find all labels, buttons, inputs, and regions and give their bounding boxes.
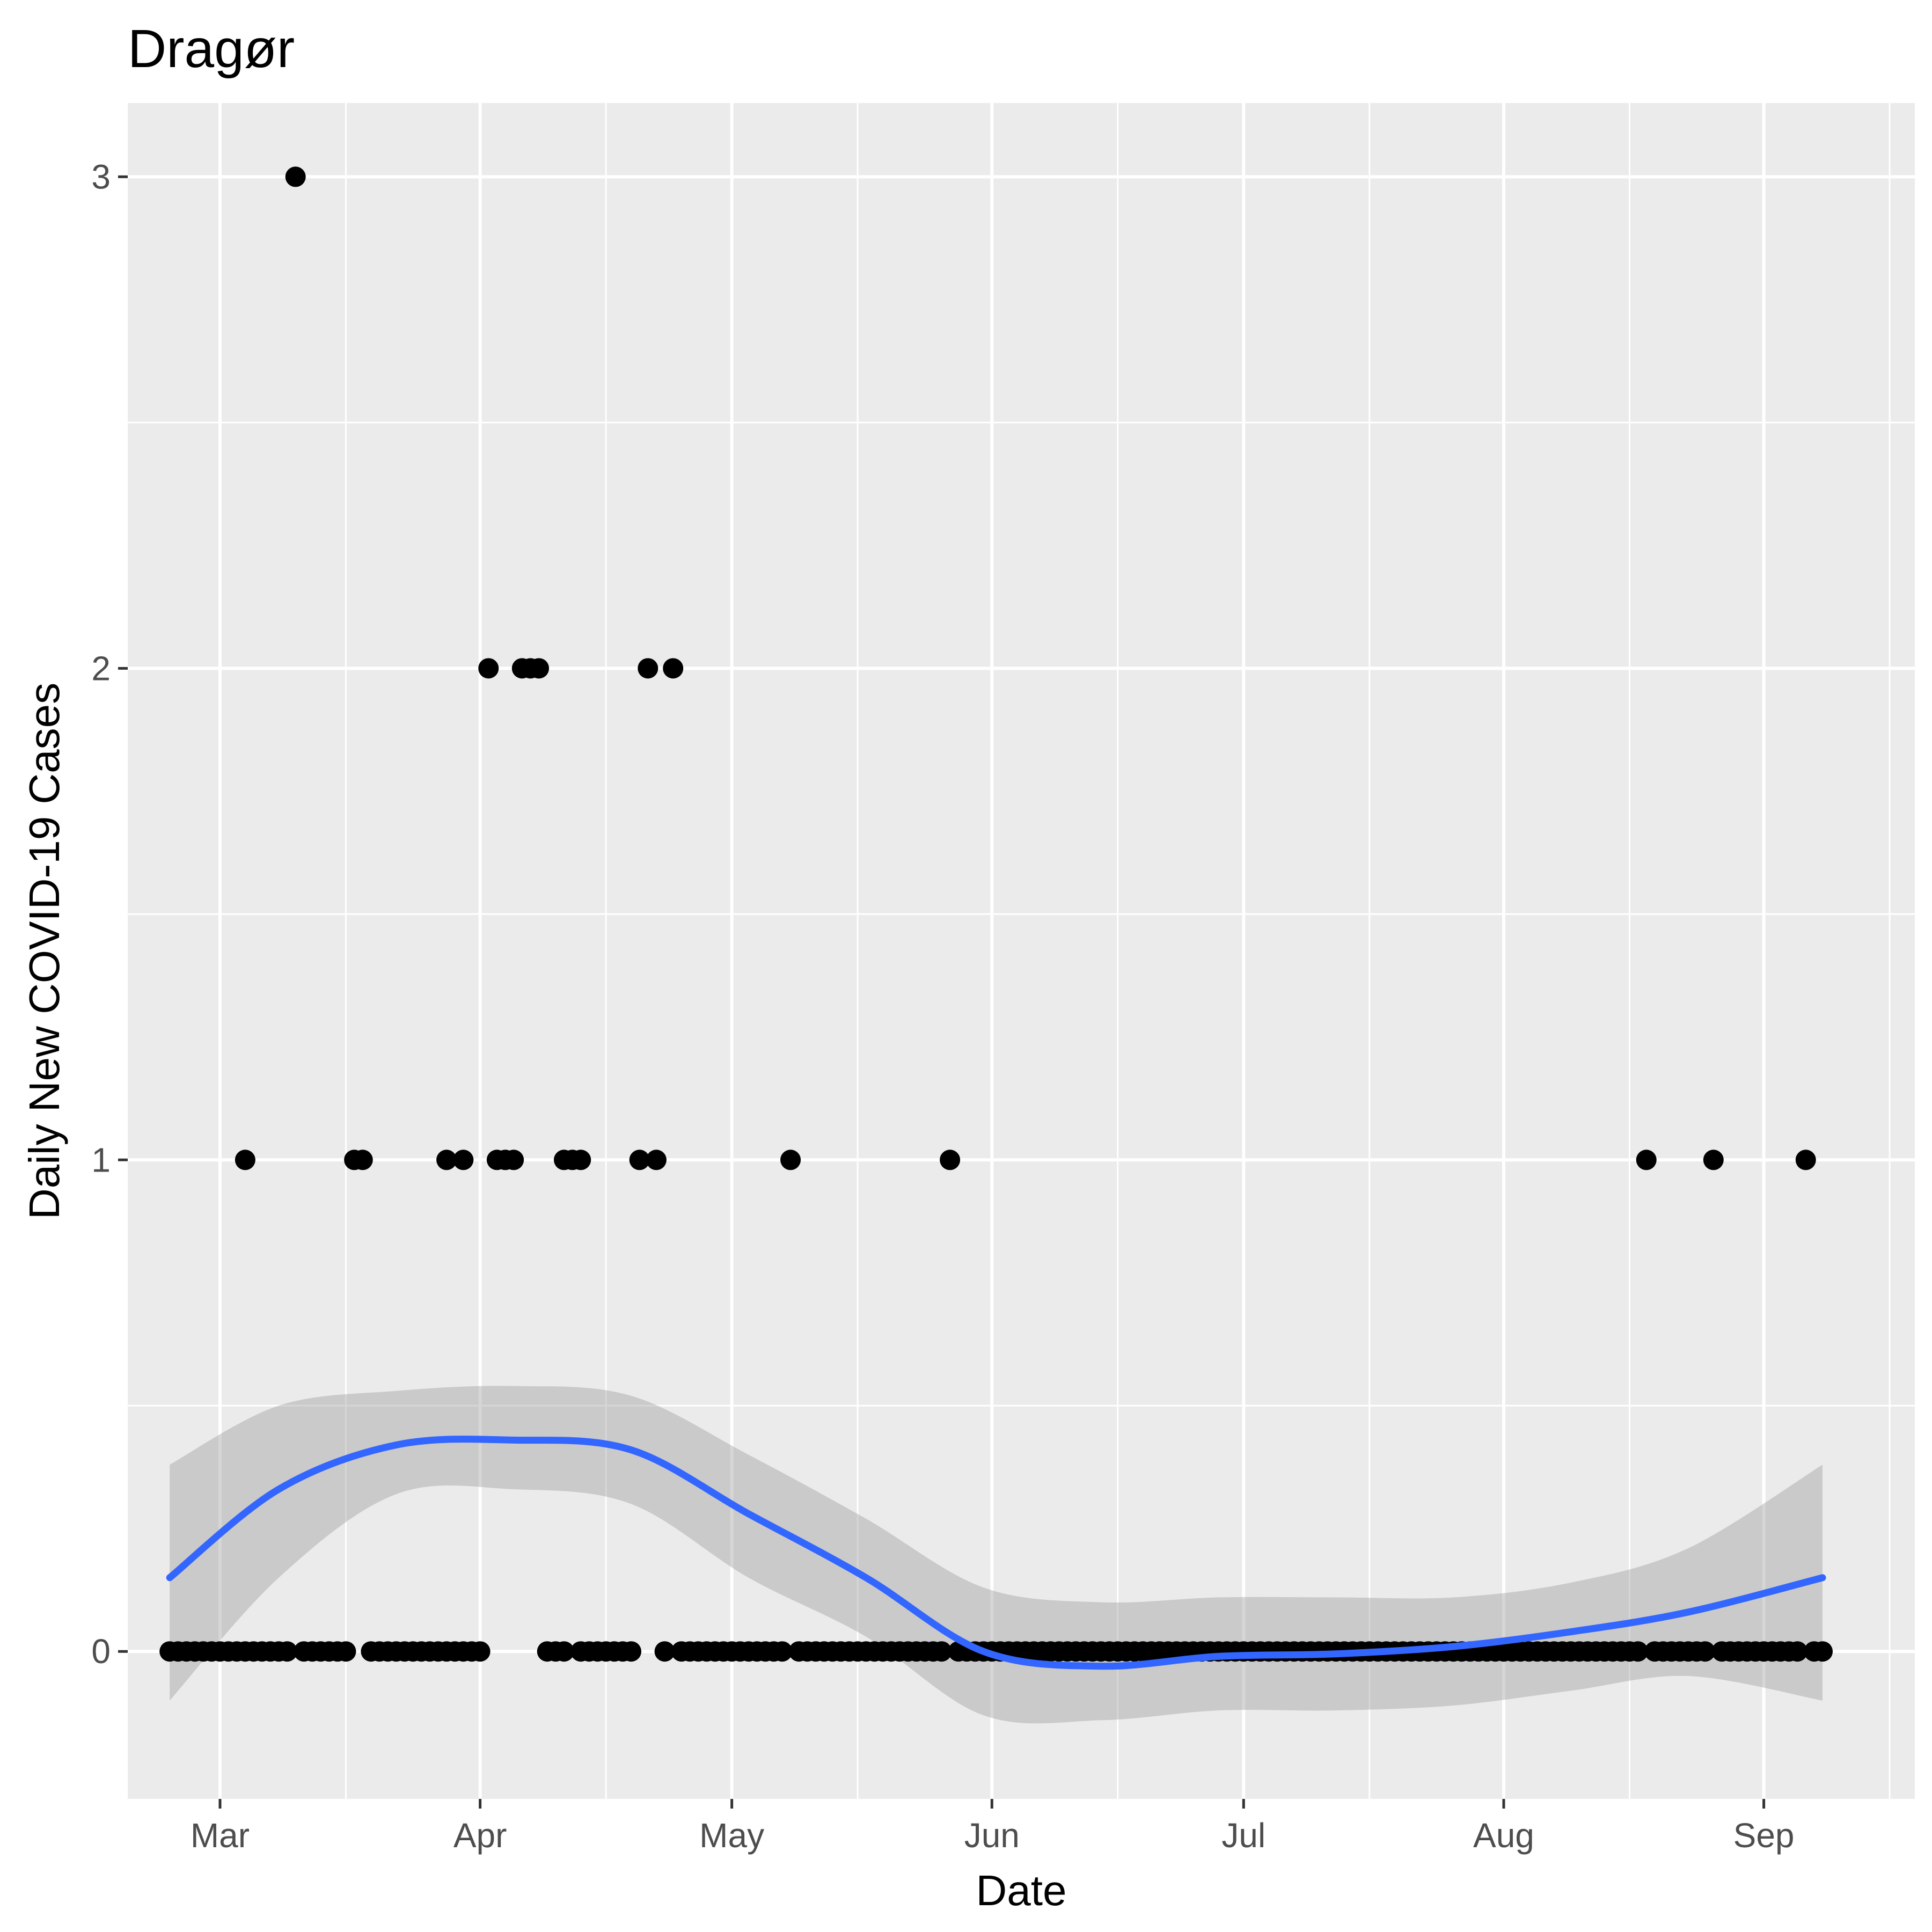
data-point <box>646 1150 667 1170</box>
data-point <box>285 166 306 187</box>
data-point <box>931 1641 952 1662</box>
data-point <box>1628 1641 1649 1662</box>
data-point <box>553 1641 574 1662</box>
data-point <box>478 658 499 679</box>
data-point <box>1812 1641 1833 1662</box>
x-tick-label: Aug <box>1473 1816 1534 1855</box>
data-point <box>436 1150 457 1170</box>
data-point <box>780 1150 801 1170</box>
data-point <box>940 1150 961 1170</box>
x-tick-label: Jul <box>1221 1816 1265 1855</box>
axes: 0 1 2 3 Mar Apr May Jun Jul Aug Sep <box>91 157 1794 1855</box>
y-tick-label: 2 <box>91 649 111 687</box>
data-point <box>1703 1150 1724 1170</box>
data-point <box>277 1641 298 1662</box>
x-tick-label: Jun <box>964 1816 1020 1855</box>
data-point <box>621 1641 642 1662</box>
data-point <box>772 1641 793 1662</box>
data-point <box>1695 1641 1716 1662</box>
x-tick-label: Sep <box>1733 1816 1795 1855</box>
data-point <box>470 1641 491 1662</box>
x-tick-label: May <box>699 1816 764 1855</box>
data-point <box>1795 1150 1816 1170</box>
chart-title: Dragør <box>128 19 295 79</box>
data-point <box>663 658 684 679</box>
data-point <box>235 1150 255 1170</box>
y-axis-title: Daily New COVID-19 Cases <box>20 683 68 1219</box>
y-tick-label: 1 <box>91 1140 111 1179</box>
plot-panel <box>128 103 1915 1799</box>
smooth-line <box>166 1436 1826 1670</box>
x-tick-label: Apr <box>453 1816 507 1855</box>
data-point <box>529 658 550 679</box>
x-tick-label: Mar <box>191 1816 250 1855</box>
data-points <box>159 166 1833 1662</box>
data-point <box>453 1150 474 1170</box>
data-point <box>629 1150 650 1170</box>
data-point <box>638 658 658 679</box>
data-point <box>335 1641 356 1662</box>
data-point <box>1787 1641 1808 1662</box>
data-point <box>1636 1150 1657 1170</box>
data-point <box>352 1150 373 1170</box>
data-point <box>503 1150 524 1170</box>
data-point <box>570 1150 591 1170</box>
confidence-band <box>170 1386 1823 1724</box>
data-point <box>654 1641 675 1662</box>
y-tick-label: 0 <box>91 1632 111 1671</box>
smooth-line-group <box>166 1436 1826 1670</box>
confidence-band-area <box>170 1386 1823 1724</box>
x-axis-title: Date <box>976 1867 1067 1914</box>
y-tick-label: 3 <box>91 157 111 196</box>
